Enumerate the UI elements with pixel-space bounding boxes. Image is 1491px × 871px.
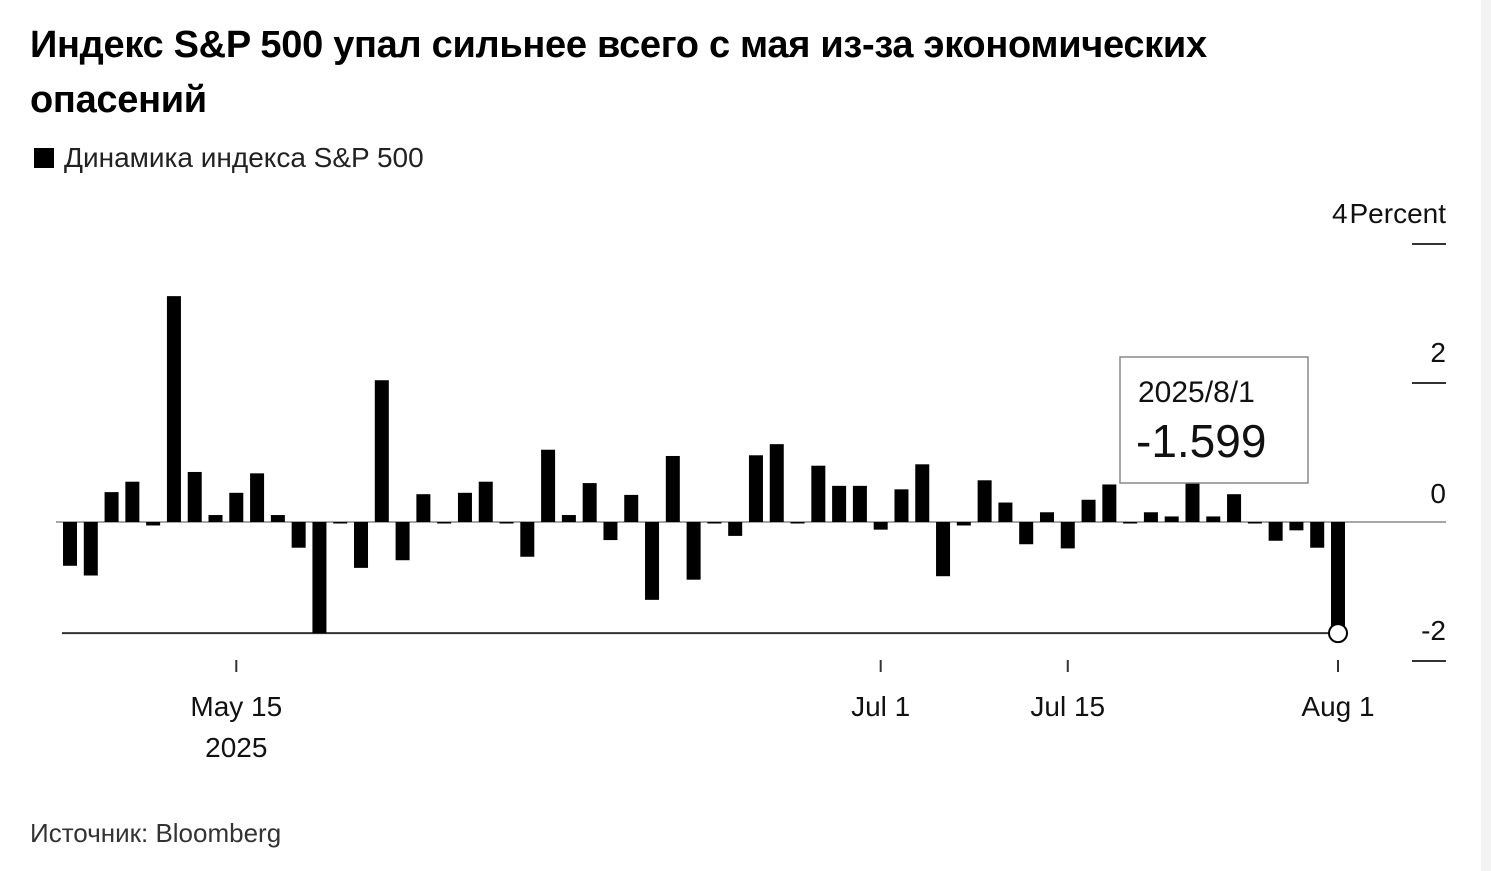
bar-2025-07-08 [956, 522, 971, 526]
bar-2025-06-25 [790, 522, 805, 524]
bar-2025-07-21 [1143, 512, 1158, 522]
bar-2025-05-29 [416, 494, 431, 522]
tooltip-value: -1.599 [1136, 415, 1266, 467]
y-tick-label: 0 [1430, 478, 1446, 509]
bar-2025-06-23 [748, 455, 763, 522]
source-note: Источник: Bloomberg [30, 818, 282, 848]
x-tick-label: May 15 [190, 691, 282, 722]
bar-2025-05-09 [146, 522, 161, 526]
bar-2025-07-29 [1268, 522, 1283, 541]
bar-2025-07-07 [936, 522, 951, 577]
bar-2025-05-19 [270, 515, 285, 522]
bar-2025-05-06 [83, 522, 98, 576]
bar-2025-05-05 [63, 522, 77, 566]
bar-2025-05-16 [250, 473, 265, 522]
legend-swatch [34, 148, 54, 168]
x-tick-label: Aug 1 [1301, 691, 1374, 722]
bar-2025-05-23 [354, 522, 369, 568]
bar-2025-06-18 [707, 522, 722, 524]
bar-2025-05-07 [104, 492, 119, 522]
bar-2025-05-08 [125, 481, 140, 522]
x-tick-label: Jul 15 [1030, 691, 1105, 722]
x-tick-label: Jul 1 [851, 691, 910, 722]
tooltip-date: 2025/8/1 [1138, 376, 1255, 409]
chart-title: Индекс S&P 500 упал сильнее всего с мая … [30, 24, 1207, 121]
y-tick-label: 4 [1332, 198, 1348, 229]
last-point-marker [1328, 623, 1348, 644]
bar-2025-06-10 [582, 483, 597, 522]
bar-2025-05-13 [187, 471, 202, 522]
tooltip: 2025/8/1 -1.599 [1119, 356, 1309, 484]
legend-label: Динамика индекса S&P 500 [64, 142, 424, 173]
bar-2025-07-09 [977, 480, 992, 522]
bar-2025-07-24 [1206, 516, 1221, 522]
y-tick-label: -2 [1421, 615, 1446, 646]
bar-2025-06-09 [561, 515, 576, 522]
bar-2025-07-11 [1019, 522, 1034, 545]
y-tick-label: 2 [1430, 337, 1446, 368]
bar-2025-07-18 [1123, 522, 1138, 524]
bar-2025-07-31 [1310, 522, 1325, 548]
bar-2025-07-16 [1081, 499, 1096, 522]
bar-2025-07-30 [1289, 522, 1304, 531]
bar-2025-08-01 [1331, 522, 1345, 634]
bar-2025-06-13 [645, 522, 660, 600]
bar-2025-06-03 [478, 481, 493, 522]
bar-2025-06-05 [520, 522, 535, 557]
bar-2025-07-17 [1102, 484, 1117, 522]
bar-2025-07-03 [915, 464, 930, 522]
y-axis-unit: Percent [1350, 198, 1447, 229]
bar-2025-06-04 [499, 522, 514, 524]
bar-2025-07-15 [1060, 522, 1075, 549]
bar-2025-06-17 [686, 522, 701, 580]
bar-2025-05-27 [374, 380, 389, 522]
bar-2025-05-28 [395, 522, 410, 561]
bar-2025-05-12 [166, 296, 181, 522]
bar-2025-07-02 [894, 489, 909, 522]
bar-2025-05-20 [291, 522, 306, 548]
bar-2025-07-01 [873, 522, 888, 530]
bar-2025-05-15 [229, 492, 244, 522]
bar-2025-07-28 [1247, 522, 1262, 524]
legend: Динамика индекса S&P 500 [34, 142, 424, 174]
bar-2025-06-24 [769, 444, 784, 522]
bar-2025-06-06 [541, 449, 556, 522]
bar-2025-06-02 [457, 492, 472, 522]
bar-2025-07-25 [1227, 494, 1242, 522]
x-axis: May 15 2025 Jul 1 Jul 15 Aug 1 [190, 660, 1375, 763]
bar-2025-07-14 [1039, 512, 1054, 522]
bar-2025-05-21 [312, 522, 327, 634]
bar-2025-05-22 [333, 522, 348, 524]
bar-2025-06-27 [832, 485, 847, 522]
bar-2025-06-11 [603, 522, 618, 541]
tooltip-box [1119, 356, 1309, 484]
bar-2025-05-14 [208, 515, 223, 522]
bar-2025-05-30 [437, 522, 452, 524]
bar-2025-06-26 [811, 465, 826, 522]
bar-2025-06-20 [728, 522, 743, 536]
bar-2025-06-30 [852, 485, 867, 522]
bar-2025-06-16 [665, 455, 680, 522]
scroll-edge [1481, 0, 1491, 871]
x-tick-sublabel: 2025 [205, 732, 267, 763]
bar-2025-07-22 [1164, 516, 1179, 522]
bar-2025-06-12 [624, 494, 639, 522]
bars [62, 296, 1348, 644]
bar-2025-07-10 [998, 502, 1013, 522]
bar-2025-07-23 [1185, 481, 1200, 522]
